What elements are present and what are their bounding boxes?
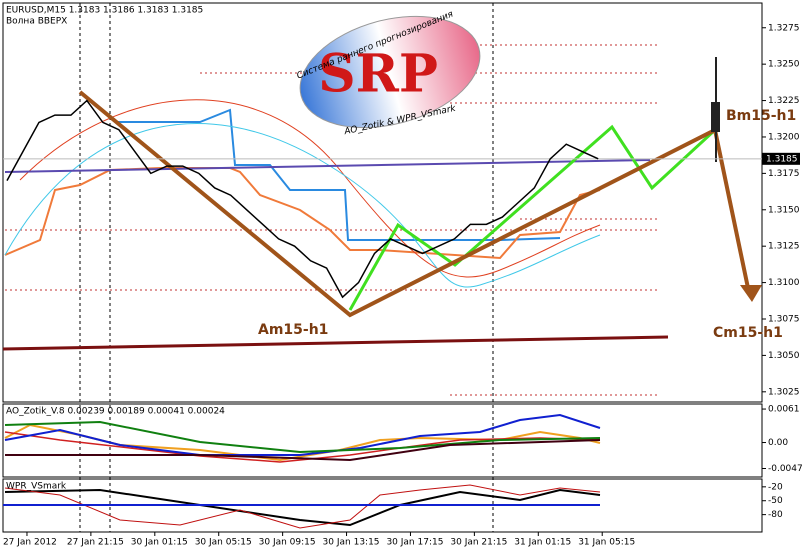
wpr-title: WPR_VSmark — [6, 482, 67, 492]
trend-maroon — [2, 335, 669, 351]
x-tick-label: 30 Jan 05:15 — [195, 538, 252, 548]
y-tick-label: 1.3150 — [768, 205, 800, 215]
ao-blue — [4, 413, 601, 456]
x-tick-label: 30 Jan 13:15 — [323, 538, 380, 548]
header-signal: Волна ВВЕРХ — [6, 17, 67, 27]
label-b: Bm15-h1 — [726, 108, 796, 124]
price-line — [6, 99, 599, 299]
header-symbol: EURUSD,M15 1.3183 1.3186 1.3183 1.3185 — [6, 6, 203, 16]
y-tick-label: 1.3200 — [768, 132, 800, 142]
arrow-head — [740, 285, 762, 302]
y-tick-label: 1.3025 — [768, 387, 800, 397]
x-tick-label: 30 Jan 21:15 — [450, 538, 507, 548]
ma-step — [115, 108, 561, 241]
x-tick-label: 27 Jan 21:15 — [67, 538, 124, 548]
y-tick-label: 1.3250 — [768, 60, 800, 70]
x-tick-label: 27 Jan 2012 — [3, 538, 57, 548]
x-tick-label: 31 Jan 05:15 — [578, 538, 635, 548]
y-tick-label: 1.3100 — [768, 278, 800, 288]
label-a: Am15-h1 — [258, 322, 328, 338]
wave-brown — [78, 90, 750, 318]
y-tick-label: 0.00 — [768, 438, 788, 448]
x-tick-label: 30 Jan 09:15 — [259, 538, 316, 548]
y-tick-label: 1.3075 — [768, 314, 800, 324]
ao-dark — [5, 439, 601, 462]
y-tick-label: 1.3125 — [768, 242, 800, 252]
x-tick-label: 30 Jan 17:15 — [386, 538, 443, 548]
ma-red — [19, 99, 601, 278]
x-tick-label: 30 Jan 01:15 — [131, 538, 188, 548]
y-tick-label: -20 — [768, 482, 783, 492]
label-c: Cm15-h1 — [713, 325, 783, 341]
last-price-box — [762, 152, 800, 165]
ma-orange — [4, 167, 601, 260]
y-tick-label: -50 — [768, 496, 783, 506]
ma-cyan — [4, 123, 601, 288]
y-tick-label: 1.3225 — [768, 96, 800, 106]
y-tick-label: 0.0061 — [768, 405, 800, 415]
wpr-red — [4, 484, 601, 529]
x-tick-label: 31 Jan 01:15 — [514, 538, 571, 548]
y-tick-label: -0.00473 — [768, 464, 803, 474]
y-tick-label: -80 — [768, 510, 783, 520]
trend-purple — [4, 159, 651, 173]
y-tick-label: 1.3275 — [768, 23, 800, 33]
y-tick-label: 1.3050 — [768, 351, 800, 361]
logo-mark: SRP — [318, 44, 438, 105]
ao-title: AO_Zotik_V.8 0.00239 0.00189 0.00041 0.0… — [6, 407, 225, 417]
last-price-label: 1.3185 — [766, 154, 798, 164]
y-tick-label: 1.3175 — [768, 169, 800, 179]
ao-green — [4, 420, 601, 454]
wpr-black — [4, 488, 601, 527]
